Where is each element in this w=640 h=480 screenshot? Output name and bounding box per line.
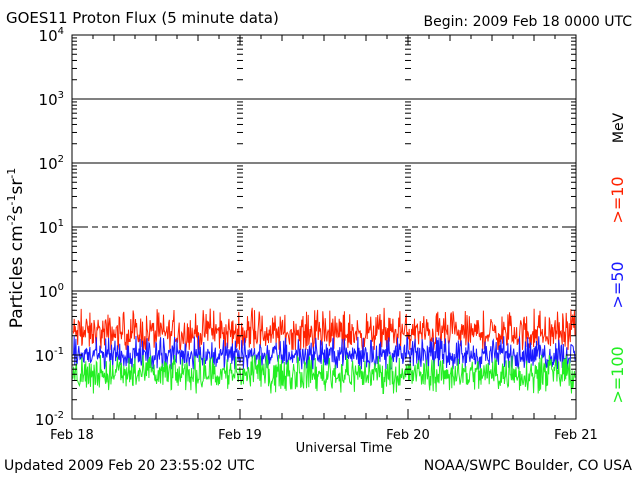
begin-time: Begin: 2009 Feb 18 0000 UTC: [423, 14, 632, 30]
x-tick-label: Feb 19: [218, 428, 262, 443]
threshold-lines: [72, 98, 576, 292]
x-axis-title-text: Universal Time: [295, 441, 393, 456]
y-tick-label: 102: [39, 154, 64, 173]
y-tick-label: 10-2: [35, 410, 64, 429]
x-axis-title: Universal Time: [0, 441, 640, 456]
series-line-1: [72, 307, 576, 352]
legend-label-2: >=50: [608, 261, 627, 308]
chart-title: GOES11 Proton Flux (5 minute data): [6, 9, 279, 27]
y-tick-label: 101: [39, 218, 64, 237]
updated-timestamp: Updated 2009 Feb 20 23:55:02 UTC: [4, 458, 255, 474]
x-tick-labels: Feb 18 Feb 19 Feb 20 Feb 21: [50, 428, 598, 443]
plot-frame: [71, 34, 577, 420]
credit-text: NOAA/SWPC Boulder, CO USA: [423, 458, 632, 474]
y-tick-labels: 10-2 10-1 100 101 102 103 104: [35, 26, 64, 429]
data-series-layer: [72, 307, 576, 394]
series-line-2: [72, 335, 576, 371]
legend-label-3: >=100: [608, 346, 627, 403]
y-axis-title: Particles cm-2s-1sr-1: [5, 168, 27, 329]
y-tick-label: 10-1: [35, 346, 64, 365]
legend-label-1: >=10: [608, 176, 627, 223]
series-line-3: [72, 353, 576, 394]
energy-legend: >=10 >=50 >=100 MeV: [608, 112, 627, 403]
y-tick-label: 103: [39, 90, 64, 109]
y-tick-label: 100: [39, 282, 64, 301]
x-tick-label: Feb 18: [50, 428, 94, 443]
y-tick-label: 104: [39, 26, 64, 45]
x-tick-label: Feb 20: [386, 428, 430, 443]
legend-unit: MeV: [611, 112, 627, 143]
x-tick-label: Feb 21: [554, 428, 598, 443]
axis-ticks: [71, 35, 577, 420]
